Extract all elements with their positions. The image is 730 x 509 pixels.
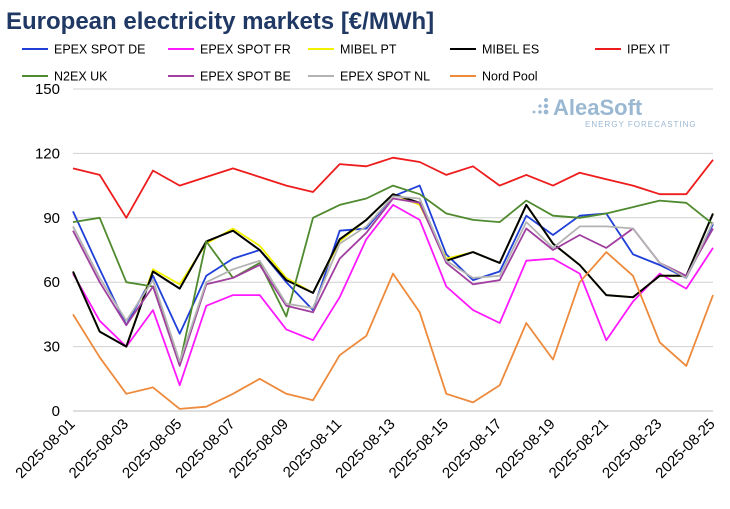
y-tick-label: 120 [35, 145, 60, 162]
chart-title: European electricity markets [€/MWh] [6, 8, 434, 35]
brand-name: AleaSoft [553, 95, 643, 120]
legend-label: EPEX SPOT BE [200, 70, 291, 84]
legend-label: Nord Pool [482, 70, 538, 84]
series-line-epex-spot-be [72, 197, 714, 367]
brand-tagline: ENERGY FORECASTING [585, 120, 697, 129]
series-line-ipex-it [72, 156, 714, 219]
y-tick-label: 60 [43, 274, 60, 291]
legend-label: N2EX UK [54, 70, 108, 84]
series-line-epex-spot-nl [72, 195, 714, 363]
grid-lines [73, 88, 713, 412]
legend-label: IPEX IT [627, 43, 670, 57]
series-line-epex-spot-fr [72, 203, 714, 387]
y-tick-label: 90 [43, 210, 60, 227]
legend-label: EPEX SPOT NL [340, 70, 430, 84]
series-line-mibel-es [72, 193, 714, 348]
y-axis-ticks: 0 30 60 90 120 150 [35, 81, 60, 420]
legend: EPEX SPOT DE EPEX SPOT FR MIBEL PT MIBEL ES… [22, 43, 670, 84]
y-tick-label: 0 [52, 403, 60, 420]
aleasoft-dots-icon [532, 98, 549, 115]
y-tick-label: 150 [35, 81, 60, 98]
legend-label: EPEX SPOT DE [54, 43, 145, 57]
y-tick-label: 30 [43, 339, 60, 356]
series-line-nord-pool [72, 251, 714, 410]
x-axis-ticks: 2025-08-012025-08-032025-08-052025-08-07… [12, 416, 718, 482]
series-lines [72, 156, 714, 410]
legend-label: MIBEL PT [340, 43, 397, 57]
legend-label: MIBEL ES [482, 43, 539, 57]
series-line-epex-spot-de [72, 184, 714, 335]
aleasoft-logo: AleaSoft ENERGY FORECASTING [532, 95, 697, 129]
legend-label: EPEX SPOT FR [200, 43, 291, 57]
